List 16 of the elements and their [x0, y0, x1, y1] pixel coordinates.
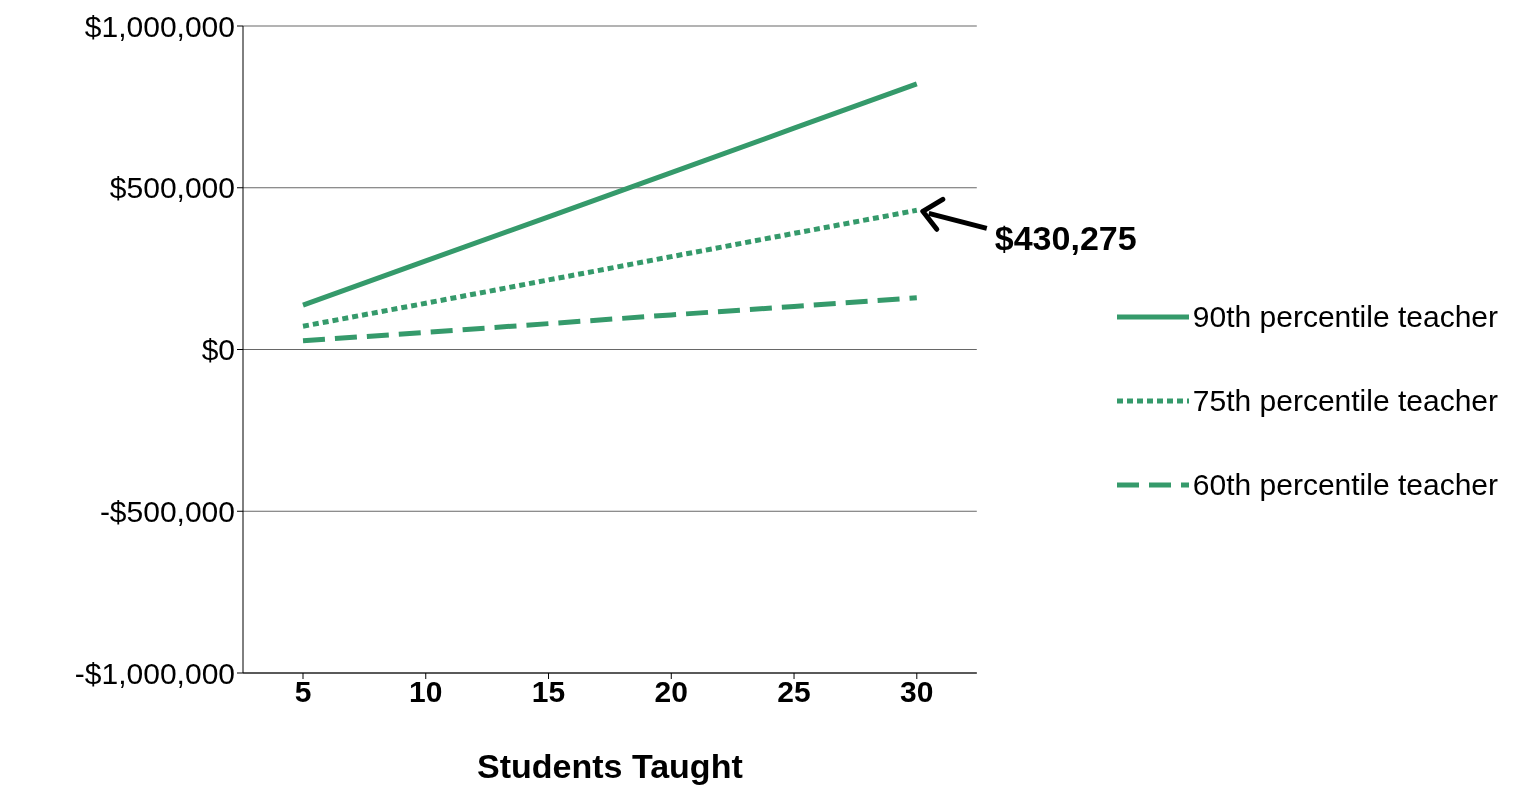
x-tick-label: 15 [531, 675, 566, 709]
y-tick-label: -$1,000,000 [74, 656, 235, 690]
x-tick-label: 30 [900, 675, 934, 709]
legend-label: 75th percentile teacher [1192, 382, 1498, 419]
legend-label: 60th percentile teacher [1192, 466, 1498, 503]
x-tick-label: 10 [409, 675, 443, 709]
legend-label: 90th percentile teacher [1192, 298, 1498, 335]
y-tick-label: $1,000,000 [84, 9, 235, 43]
y-tick-label: -$500,000 [99, 494, 235, 528]
annotation: $430,275 [994, 219, 1137, 258]
y-tick-label: $0 [201, 333, 235, 367]
x-tick-label: 25 [777, 675, 811, 709]
x-axis-title: Students Taught [477, 747, 743, 785]
x-tick-label: 5 [294, 675, 312, 709]
y-tick-label: $500,000 [109, 171, 235, 205]
x-tick-label: 20 [654, 675, 688, 709]
